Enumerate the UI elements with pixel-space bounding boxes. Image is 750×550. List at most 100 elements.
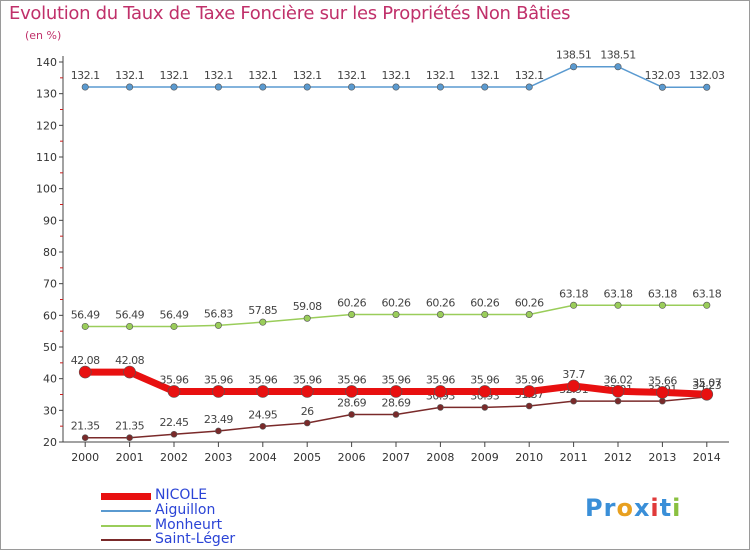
- data-point-nicole: [656, 386, 669, 399]
- data-label-aiguillon: 138.51: [600, 49, 636, 62]
- data-point-monheurt: [170, 322, 178, 330]
- logo-letter: i: [650, 494, 660, 522]
- data-label-monheurt: 60.26: [426, 297, 455, 310]
- y-tick-label: 100: [36, 183, 57, 196]
- data-label-nicole: 35.96: [382, 373, 411, 386]
- data-label-monheurt: 56.49: [71, 308, 100, 321]
- data-label-monheurt: 56.49: [115, 308, 144, 321]
- data-label-nicole: 35.96: [248, 373, 277, 386]
- data-label-aiguillon: 132.1: [382, 69, 411, 82]
- x-tick-label: 2008: [426, 451, 454, 464]
- logo-letter: t: [659, 494, 673, 522]
- data-label-aiguillon: 132.1: [115, 69, 144, 82]
- data-label-nicole: 35.96: [204, 373, 233, 386]
- data-point-monheurt: [525, 311, 533, 319]
- data-point-monheurt: [303, 314, 311, 322]
- data-label-monheurt: 63.18: [559, 287, 588, 300]
- data-label-monheurt: 56.83: [204, 307, 233, 320]
- logo-letter: o: [616, 494, 634, 522]
- data-point-nicole: [300, 385, 314, 398]
- proxiti-logo: Proxiti: [585, 494, 681, 522]
- legend-label-aiguillon: Aiguillon: [155, 502, 216, 518]
- x-tick-label: 2009: [471, 451, 499, 464]
- data-label-aiguillon: 132.1: [160, 69, 189, 82]
- y-axis-unit-label: (en %): [25, 29, 62, 42]
- data-point-aiguillon: [525, 83, 533, 91]
- data-point-aiguillon: [570, 63, 578, 71]
- data-point-saint-l-ger: [348, 411, 355, 418]
- data-point-aiguillon: [703, 83, 711, 91]
- data-label-aiguillon: 132.1: [426, 69, 455, 82]
- data-label-saint-l-ger: 26: [301, 405, 314, 418]
- x-tick-label: 2003: [204, 451, 232, 464]
- data-label-aiguillon: 132.03: [645, 69, 681, 82]
- x-tick-label: 2005: [293, 451, 321, 464]
- data-point-nicole: [212, 385, 225, 398]
- logo-letter: r: [603, 494, 617, 522]
- data-point-nicole: [167, 385, 181, 398]
- y-tick-label: 30: [43, 404, 57, 417]
- data-point-monheurt: [259, 318, 267, 326]
- data-label-nicole: 36.02: [604, 373, 633, 386]
- legend-swatch-nicole: [101, 493, 151, 500]
- x-tick-label: 2000: [71, 451, 99, 464]
- data-point-monheurt: [436, 311, 444, 319]
- data-point-nicole: [123, 365, 136, 379]
- legend-label-nicole: NICOLE: [155, 487, 208, 503]
- legend-swatch-aiguillon: [101, 510, 151, 512]
- data-label-saint-l-ger: 23.49: [204, 413, 233, 426]
- y-tick-label: 60: [43, 309, 57, 322]
- data-label-nicole: 35.96: [470, 373, 499, 386]
- data-point-nicole: [256, 385, 270, 398]
- data-label-nicole: 42.08: [115, 354, 144, 367]
- x-tick-label: 2002: [160, 451, 188, 464]
- data-point-saint-l-ger: [614, 397, 622, 405]
- data-label-aiguillon: 132.1: [248, 69, 277, 82]
- data-point-aiguillon: [259, 83, 267, 91]
- data-point-nicole: [700, 387, 714, 401]
- data-label-nicole: 37.7: [562, 368, 585, 381]
- data-point-saint-l-ger: [392, 411, 400, 418]
- data-point-saint-l-ger: [126, 434, 133, 442]
- logo-letter: x: [633, 494, 651, 522]
- data-point-monheurt: [348, 311, 356, 319]
- data-point-nicole: [434, 385, 447, 398]
- data-point-aiguillon: [303, 83, 311, 91]
- legend-swatch-saint-leger: [101, 539, 151, 541]
- data-point-monheurt: [614, 301, 622, 309]
- data-label-nicole: 35.96: [160, 373, 189, 386]
- data-point-aiguillon: [81, 83, 89, 91]
- y-tick-label: 40: [43, 373, 57, 386]
- y-tick-label: 50: [43, 341, 57, 354]
- data-label-aiguillon: 132.03: [689, 69, 725, 82]
- y-tick-label: 70: [43, 278, 57, 291]
- x-tick-label: 2001: [116, 451, 144, 464]
- data-point-aiguillon: [614, 63, 622, 71]
- data-label-aiguillon: 132.1: [71, 69, 100, 82]
- data-point-monheurt: [126, 322, 134, 330]
- data-point-saint-l-ger: [170, 430, 178, 438]
- data-label-aiguillon: 132.1: [515, 69, 544, 82]
- data-label-nicole: 42.08: [71, 354, 100, 367]
- y-tick-label: 90: [43, 214, 57, 227]
- data-label-aiguillon: 132.1: [337, 69, 366, 82]
- data-point-saint-l-ger: [525, 402, 533, 410]
- data-label-aiguillon: 132.1: [204, 69, 233, 82]
- y-tick-label: 130: [36, 88, 57, 101]
- data-point-aiguillon: [348, 83, 356, 91]
- y-tick-label: 120: [36, 119, 57, 132]
- data-label-monheurt: 60.26: [382, 297, 411, 310]
- data-label-saint-l-ger: 21.35: [71, 420, 100, 433]
- legend-label-saint-leger: Saint-Léger: [155, 531, 236, 547]
- x-tick-label: 2013: [648, 451, 676, 464]
- legend-swatch-monheurt: [101, 525, 151, 527]
- data-label-saint-l-ger: 28.69: [382, 396, 411, 409]
- data-point-saint-l-ger: [437, 404, 444, 411]
- data-label-monheurt: 63.18: [604, 287, 633, 300]
- data-label-saint-l-ger: 22.45: [160, 416, 189, 429]
- data-label-aiguillon: 132.1: [470, 69, 499, 82]
- x-tick-label: 2007: [382, 451, 410, 464]
- data-label-nicole: 35.07: [692, 376, 721, 389]
